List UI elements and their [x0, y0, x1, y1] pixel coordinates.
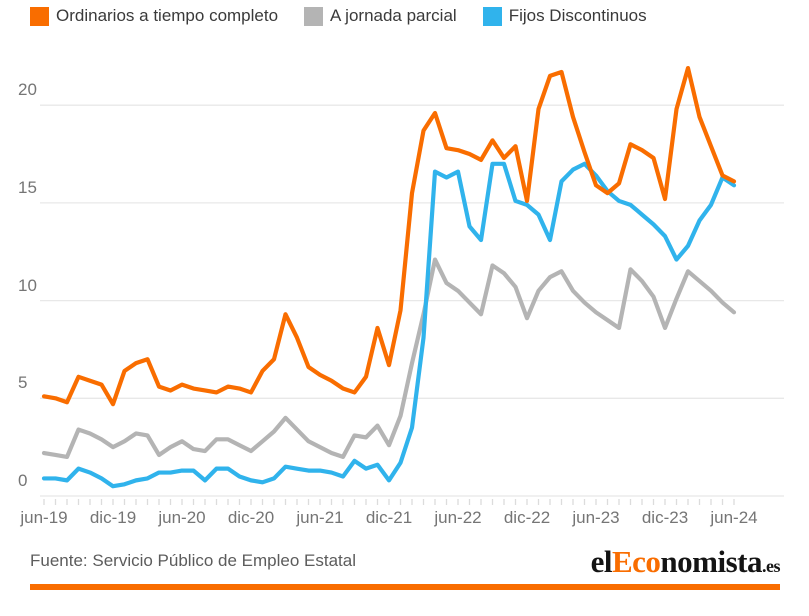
x-tick-label: jun-23 — [572, 508, 620, 527]
x-tick-label: dic-19 — [89, 508, 137, 527]
logo-tld: .es — [762, 556, 781, 576]
legend-item-fijos: Fijos Discontinuos — [482, 6, 647, 26]
legend-swatch-blue — [482, 6, 502, 26]
x-tick-label: jun-20 — [158, 508, 206, 527]
y-tick-label: 20 — [18, 80, 37, 100]
series-line-ordinarios-a-tiempo-completo — [41, 65, 737, 407]
series-line-fijos-discontinuos — [41, 161, 737, 489]
legend-item-parcial: A jornada parcial — [304, 6, 457, 26]
x-tick-label: dic-23 — [641, 508, 689, 527]
x-tick-label: dic-22 — [503, 508, 551, 527]
legend-swatch-gray — [304, 6, 324, 26]
x-tick-label: dic-21 — [365, 508, 413, 527]
y-tick-label: 15 — [18, 177, 37, 197]
legend: Ordinarios a tiempo completo A jornada p… — [30, 6, 647, 26]
source-caption: Fuente: Servicio Público de Empleo Estat… — [30, 551, 357, 570]
footer-accent-bar — [30, 584, 780, 590]
x-tick-label: jun-21 — [296, 508, 344, 527]
eleconomista-logo: elEconomista.es — [590, 544, 781, 580]
y-tick-label: 5 — [18, 373, 28, 393]
legend-label: Fijos Discontinuos — [508, 6, 647, 25]
logo-el: el — [590, 544, 613, 579]
series-line-a-jornada-parcial — [41, 257, 737, 460]
legend-label: A jornada parcial — [330, 6, 457, 25]
logo-nomista: nomista — [660, 544, 762, 579]
x-tick-label: jun-19 — [20, 508, 68, 527]
legend-item-ordinarios: Ordinarios a tiempo completo — [30, 6, 278, 26]
logo-eco: Eco — [611, 544, 661, 579]
x-tick-label: jun-22 — [434, 508, 482, 527]
x-tick-label: jun-24 — [710, 508, 758, 527]
y-tick-label: 10 — [18, 275, 37, 295]
y-tick-label: 0 — [18, 471, 28, 490]
x-tick-label: dic-20 — [227, 508, 275, 527]
legend-label: Ordinarios a tiempo completo — [56, 6, 279, 25]
legend-swatch-orange — [30, 6, 49, 26]
